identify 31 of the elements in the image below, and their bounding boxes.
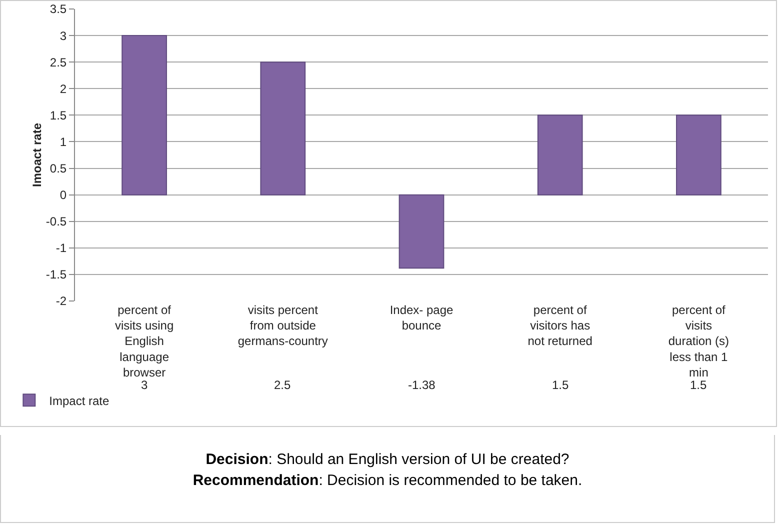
y-tick-label: 1 [60,134,67,149]
y-tick-label: 3.5 [50,2,67,16]
y-tick-label: 2.5 [50,55,67,70]
y-tick-label: 0 [60,188,67,202]
x-tick-label: percent of visits duration (s) less than 1 min [668,303,730,380]
legend-label: Impact rate [49,394,110,408]
data-label: 1.5 [690,378,708,392]
y-tick-label: 0.5 [50,161,67,176]
data-label: -1.38 [408,378,436,392]
data-label: 3 [141,378,148,392]
bar [537,114,583,196]
x-tick-label: visits percent from outside germans-country [238,303,328,348]
y-tick-label: -1 [56,241,67,256]
bar [398,194,444,269]
y-axis-title: Imoact rate [30,122,44,188]
y-tick-label: 3 [60,28,67,43]
data-label: 2.5 [274,378,292,392]
y-tick-label: -0.5 [46,214,67,229]
text: Decision: Should an English version of UI be created? [206,451,570,468]
data-label: 1.5 [552,378,570,392]
bar [676,114,722,196]
y-tick-label: -2 [56,294,67,308]
y-tick-label: -1.5 [46,268,67,282]
bar [260,62,306,196]
y-tick-label: 1.5 [50,108,67,122]
text: Recommendation: Decision is recommended to be taken. [192,472,582,489]
x-tick-label: percent of visits using English language browser [114,303,174,380]
bar [122,35,167,196]
y-tick-label: 2 [60,82,67,96]
x-tick-label: Index- page bounce [390,303,454,333]
x-tick-label: percent of visitors has not returned [528,303,592,348]
